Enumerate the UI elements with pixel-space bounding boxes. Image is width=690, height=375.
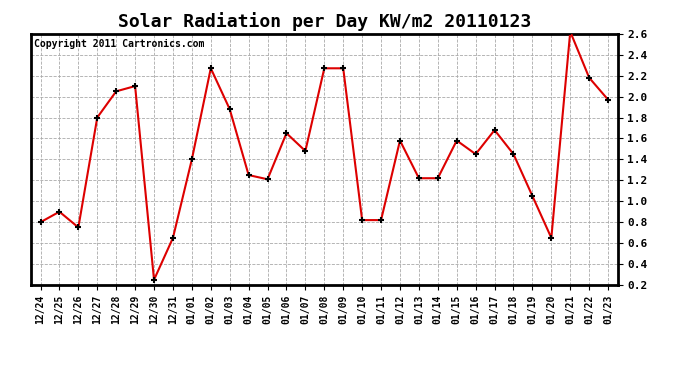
Text: Copyright 2011 Cartronics.com: Copyright 2011 Cartronics.com [34, 39, 204, 49]
Title: Solar Radiation per Day KW/m2 20110123: Solar Radiation per Day KW/m2 20110123 [118, 12, 531, 31]
